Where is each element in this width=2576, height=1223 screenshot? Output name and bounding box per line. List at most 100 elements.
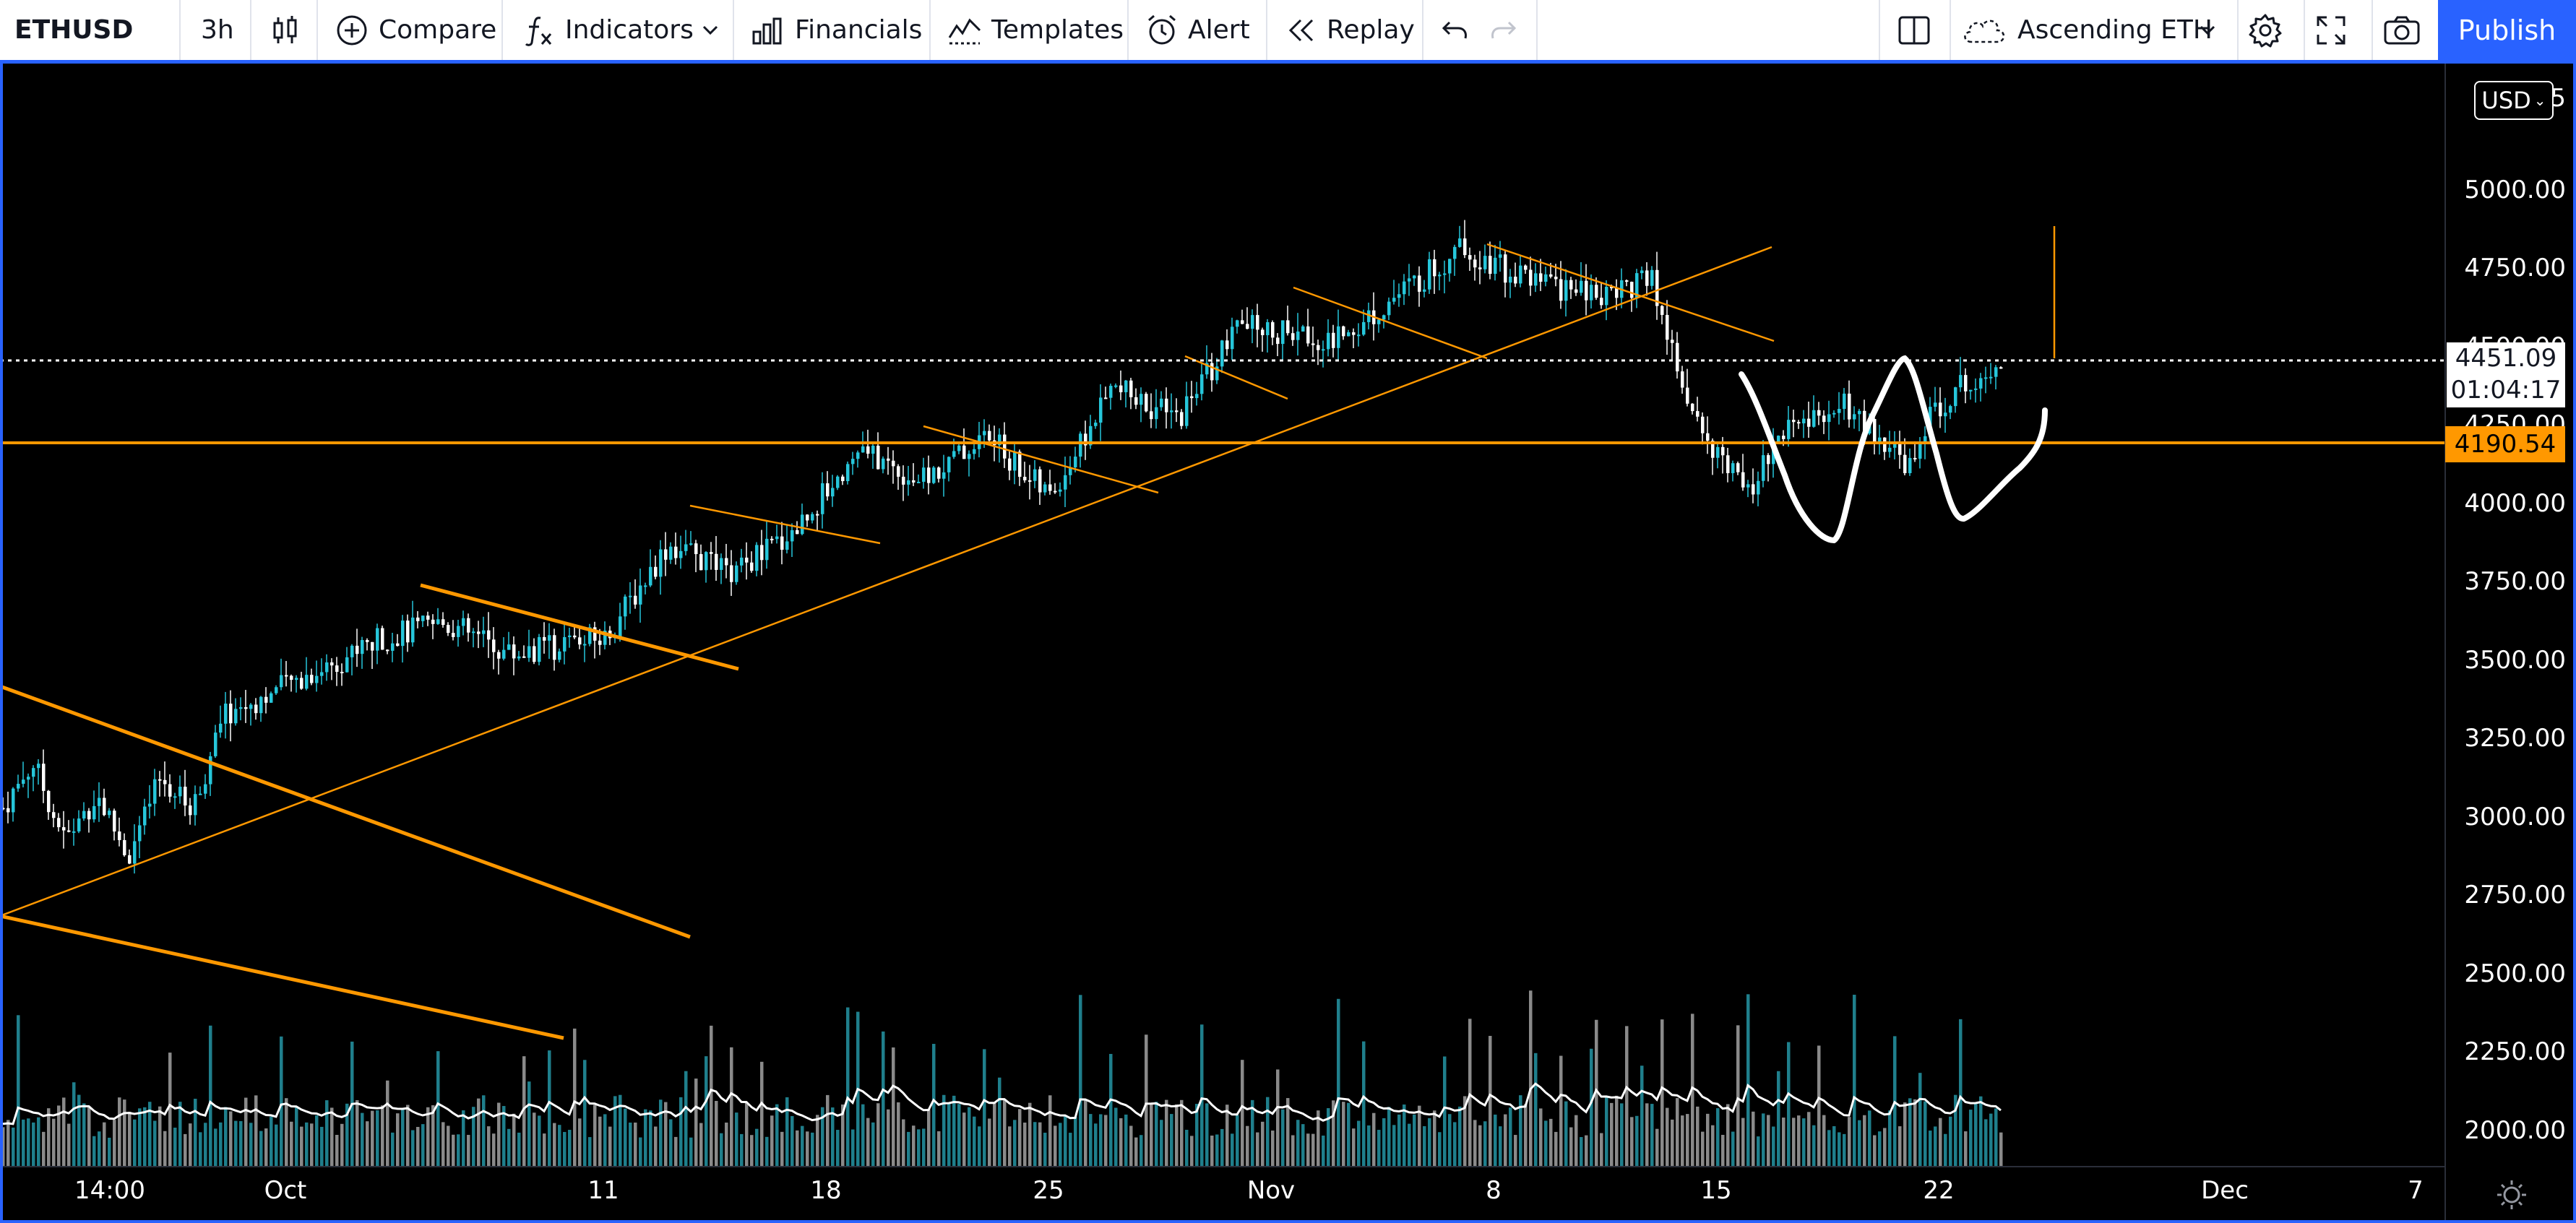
volume-bar	[1752, 1111, 1755, 1167]
candle-body	[441, 619, 445, 626]
trendline-descending-1[interactable]	[0, 684, 691, 939]
candle-body	[1215, 366, 1219, 381]
toolbar-divider	[2372, 0, 2373, 60]
volume-bar	[811, 1132, 814, 1167]
undo-button[interactable]	[1441, 0, 1470, 60]
volume-bar	[603, 1114, 607, 1167]
volume-bar	[715, 1101, 718, 1167]
price-axis-label: 5000.00	[2464, 176, 2566, 204]
chart-canvas[interactable]	[0, 64, 2576, 1223]
volume-bar	[32, 1122, 35, 1167]
replay-button[interactable]: Replay	[1286, 0, 1415, 60]
drawn-trendlines[interactable]	[0, 226, 2056, 1040]
indicators-dropdown[interactable]	[701, 0, 720, 60]
volume-bar	[431, 1105, 435, 1167]
trendline-flag-6[interactable]	[1486, 243, 1775, 342]
candle-body	[305, 675, 309, 689]
candle-body	[1635, 273, 1639, 298]
trendline-flag-4[interactable]	[1184, 355, 1288, 400]
trendline-ascending-main[interactable]	[0, 246, 1772, 917]
layout-button[interactable]	[1897, 0, 1931, 60]
templates-button[interactable]: Templates	[948, 0, 1124, 60]
compare-button[interactable]: Compare	[335, 0, 496, 60]
snapshot-button[interactable]	[2383, 0, 2421, 60]
settings-button[interactable]	[2247, 0, 2283, 60]
volume-bar	[876, 1103, 880, 1167]
volume-bar	[533, 1112, 536, 1167]
trendline-flag-2[interactable]	[689, 504, 881, 545]
candle-body	[1084, 433, 1087, 446]
volume-bar	[689, 1137, 693, 1167]
volume-bar	[1979, 1096, 1983, 1167]
interval-button[interactable]: 3h	[201, 0, 234, 60]
volume-bar	[669, 1119, 673, 1167]
candle-body	[1342, 326, 1345, 337]
volume-bar	[1129, 1125, 1133, 1167]
candle-body	[1782, 436, 1785, 439]
trendline-flag-3[interactable]	[923, 425, 1159, 494]
symbol-search-button[interactable]: ETHUSD	[14, 0, 133, 60]
candle-body	[229, 704, 233, 724]
candle-body	[1848, 393, 1851, 420]
indicators-button[interactable]: Indicators	[522, 0, 694, 60]
last-price-badge: 4451.09 01:04:17	[2447, 342, 2565, 407]
candle-body	[1580, 280, 1583, 293]
volume-bar	[1054, 1125, 1057, 1167]
candle-body	[482, 630, 486, 634]
candle-body	[108, 811, 111, 816]
toolbar-divider	[1266, 0, 1267, 60]
candle-body	[1463, 238, 1467, 256]
volume-bar	[988, 1118, 991, 1167]
volume-bar	[1843, 1133, 1846, 1167]
candle-body	[295, 678, 298, 680]
alert-button[interactable]: Alert	[1145, 0, 1250, 60]
trendline-descending-2[interactable]	[0, 914, 564, 1040]
candle-body	[67, 830, 71, 832]
sun-icon[interactable]	[2497, 1180, 2526, 1209]
volume-bar	[866, 1118, 870, 1167]
volume-bar	[1281, 1109, 1285, 1167]
candle-body	[1585, 280, 1588, 301]
volume-bar	[1888, 1110, 1892, 1167]
volume-bar	[613, 1096, 617, 1167]
redo-button[interactable]	[1489, 0, 1517, 60]
volume-bar	[401, 1109, 405, 1167]
toolbar-divider	[1879, 0, 1880, 60]
currency-dropdown[interactable]: USD ⌄	[2474, 81, 2554, 120]
layout-name-button[interactable]: Ascending ETH	[1961, 0, 2213, 60]
candle-body	[1832, 412, 1836, 415]
volume-bar	[1701, 1131, 1705, 1167]
chart-type-button[interactable]	[270, 0, 299, 60]
candle-body	[264, 696, 268, 703]
replay-label: Replay	[1327, 15, 1415, 45]
volume-bar	[907, 1131, 910, 1167]
volume-bar	[1529, 990, 1533, 1167]
trendline-flag-1[interactable]	[420, 583, 739, 671]
layout-dropdown[interactable]	[2198, 0, 2217, 60]
candle-body	[1777, 436, 1780, 442]
volume-bar	[1772, 1126, 1775, 1167]
price-axis-label: 2250.00	[2464, 1037, 2566, 1066]
financials-button[interactable]: Financials	[751, 0, 922, 60]
price-axis-panel[interactable]	[2445, 64, 2576, 1169]
fullscreen-button[interactable]	[2315, 0, 2347, 60]
volume-bar	[1160, 1120, 1163, 1167]
symbol-label: ETHUSD	[14, 15, 134, 45]
volume-bar	[1448, 1114, 1452, 1167]
candle-body	[1205, 363, 1209, 375]
candle-body	[1544, 274, 1548, 282]
volume-bar	[270, 1116, 273, 1167]
candle-body	[1645, 270, 1649, 286]
publish-button[interactable]: Publish	[2438, 0, 2576, 60]
volume-bar	[1225, 1105, 1229, 1167]
trendline-flag-5[interactable]	[1293, 286, 1488, 360]
volume-bar	[158, 1106, 162, 1167]
candle-body	[907, 480, 910, 485]
candle-body	[1509, 276, 1512, 283]
volume-bar	[1853, 995, 1856, 1167]
volume-bar	[447, 1125, 450, 1167]
double-bottom-drawing[interactable]	[1739, 355, 2048, 544]
volume-bar	[1802, 1118, 1806, 1167]
candle-body	[1119, 385, 1123, 392]
financials-label: Financials	[795, 15, 923, 45]
